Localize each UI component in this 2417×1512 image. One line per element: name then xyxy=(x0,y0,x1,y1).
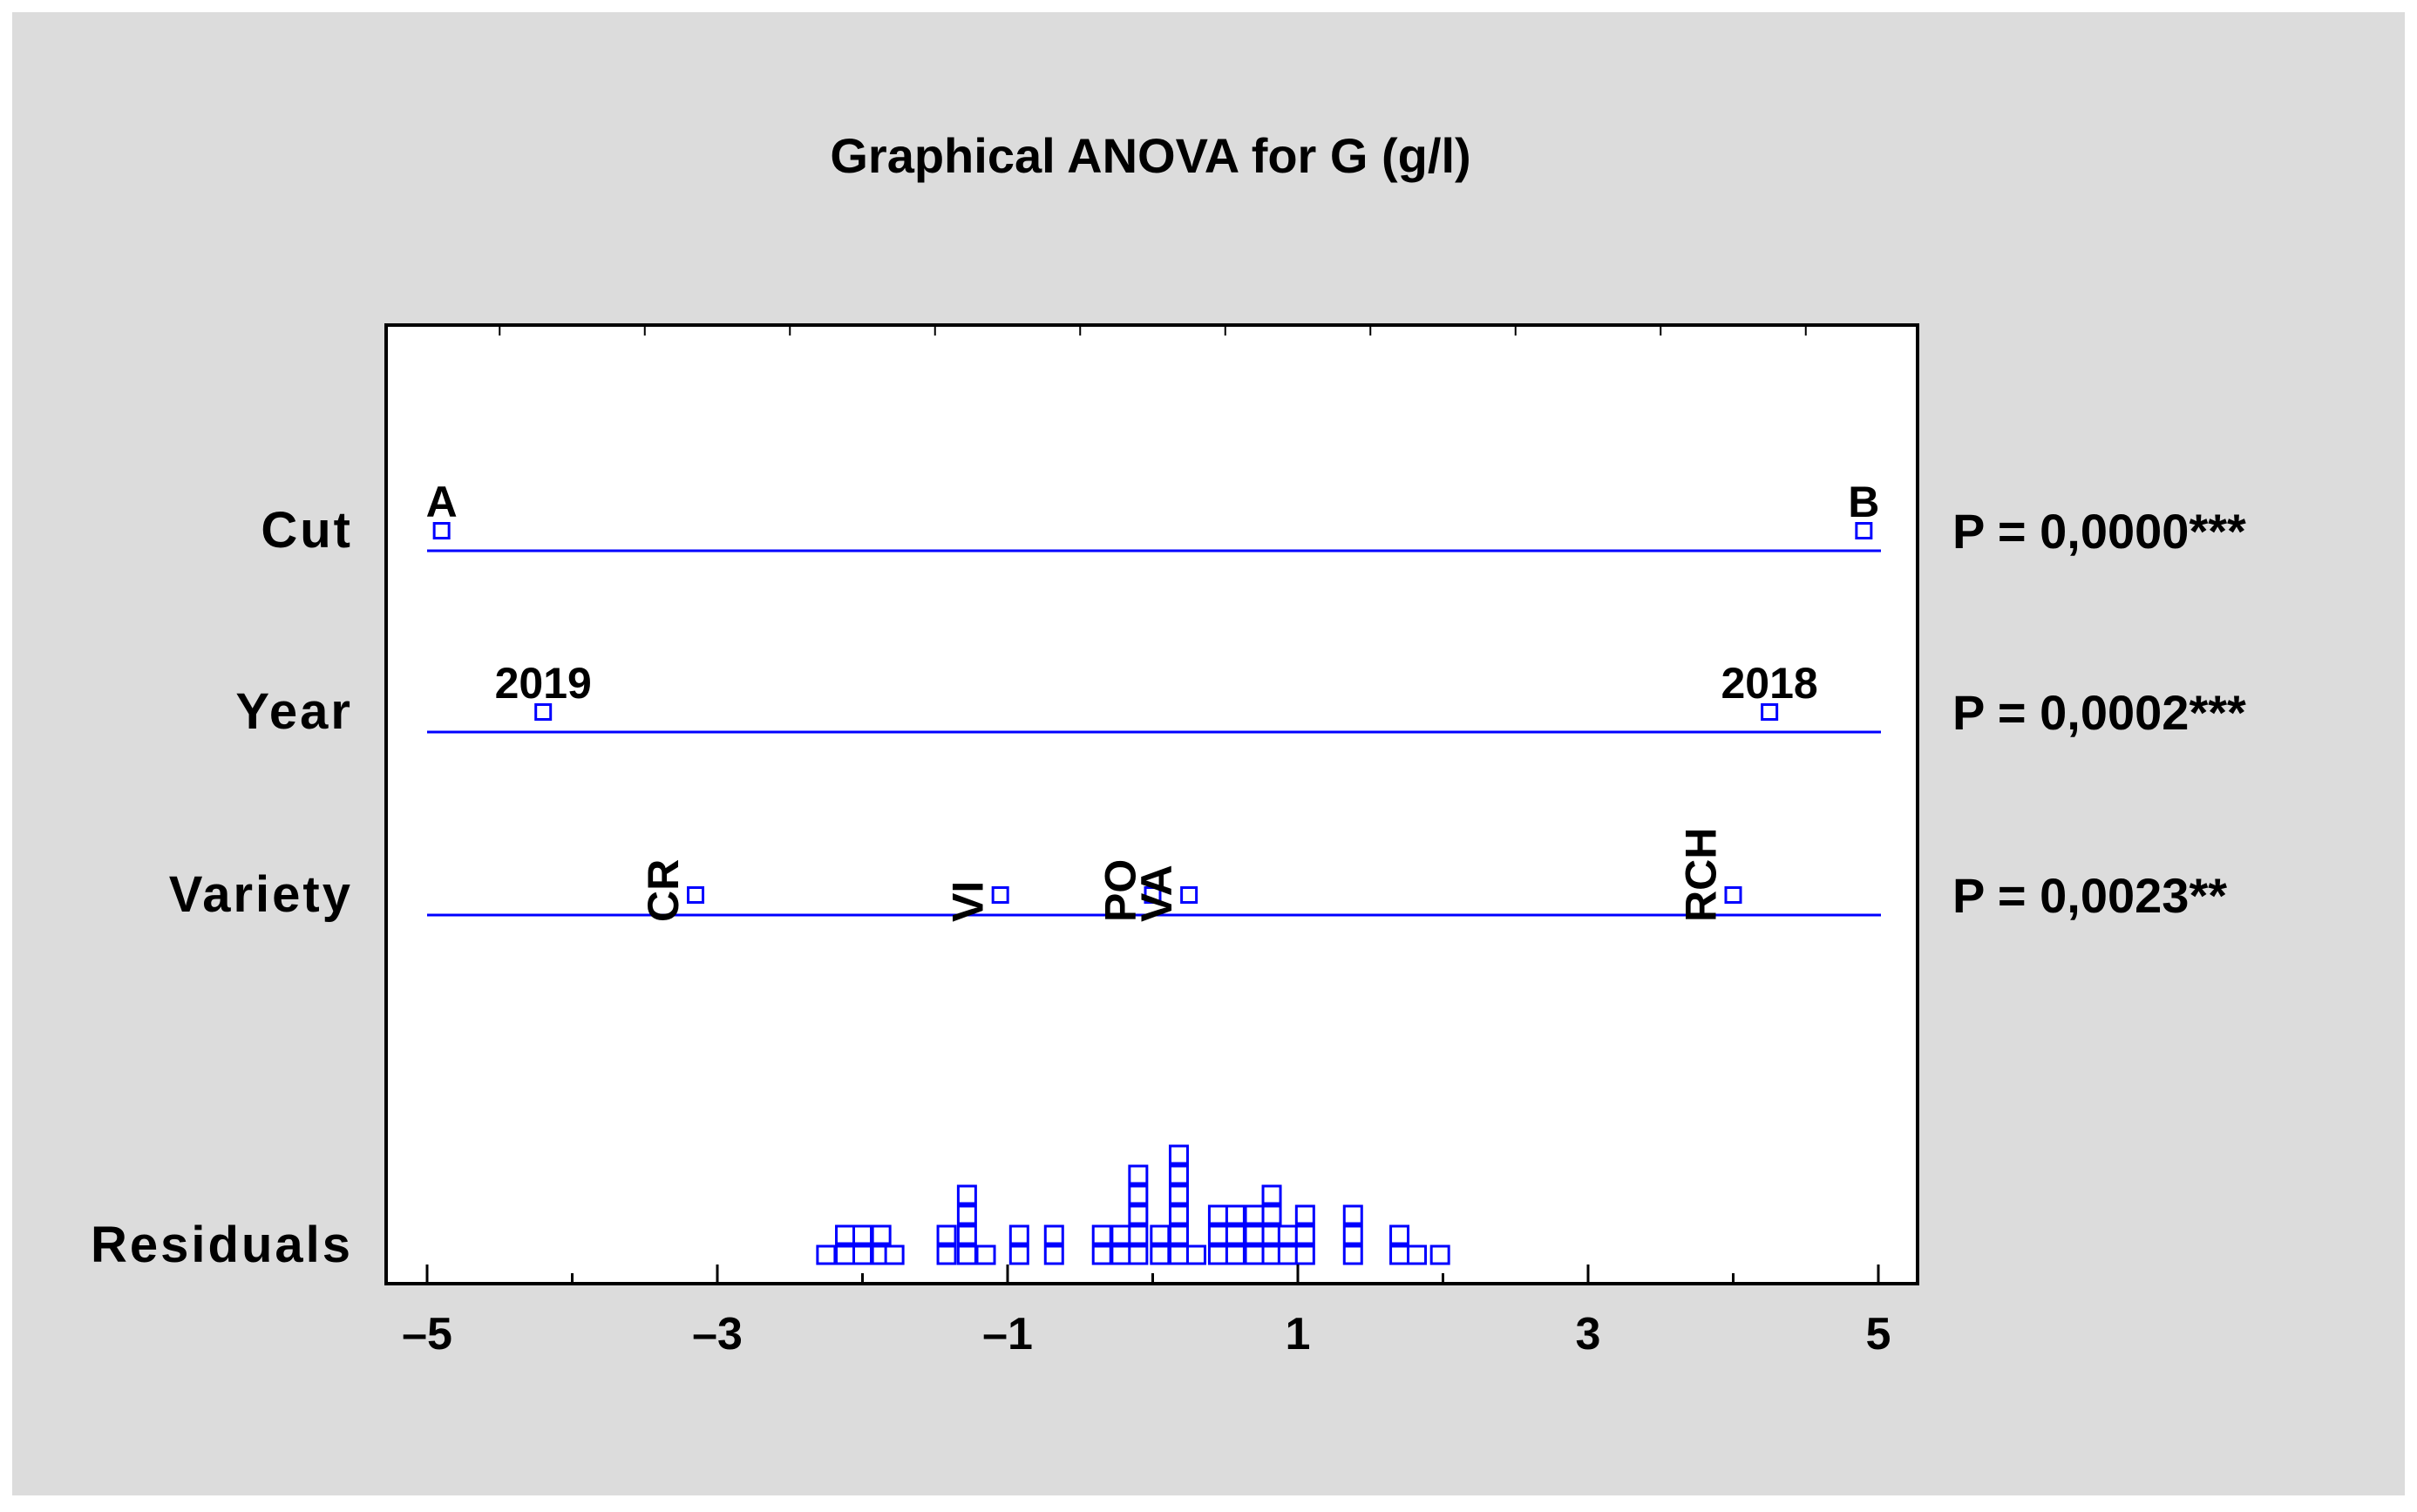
residual-marker xyxy=(1110,1244,1131,1265)
residual-marker xyxy=(1407,1244,1428,1265)
level-marker-variety-po xyxy=(1144,886,1162,904)
residual-marker xyxy=(1207,1244,1228,1265)
residual-marker xyxy=(1128,1204,1149,1225)
residual-marker xyxy=(1342,1244,1363,1265)
level-label-variety-vi: VI xyxy=(944,881,993,922)
residual-marker xyxy=(1277,1224,1298,1245)
residual-marker xyxy=(816,1244,837,1265)
residual-marker xyxy=(1185,1244,1206,1265)
residual-marker xyxy=(956,1244,977,1265)
residual-marker xyxy=(1043,1224,1064,1245)
residual-marker xyxy=(1168,1144,1189,1165)
residual-marker xyxy=(1168,1184,1189,1205)
level-marker-variety-vi xyxy=(991,886,1009,904)
level-marker-variety-rch xyxy=(1724,886,1742,904)
x-tick-label: 1 xyxy=(1286,1309,1311,1359)
p-value-variety: P = 0,0023** xyxy=(1952,868,2227,923)
residual-marker xyxy=(1168,1224,1189,1245)
level-label-year-2018: 2018 xyxy=(1721,659,1818,708)
level-label-cut-b: B xyxy=(1848,478,1879,526)
residual-marker xyxy=(1168,1164,1189,1185)
residual-marker xyxy=(1128,1184,1149,1205)
residual-marker xyxy=(1168,1204,1189,1225)
residual-marker xyxy=(1008,1224,1029,1245)
x-axis: –5 –3 –1 1 3 5 xyxy=(402,325,1891,1359)
level-label-variety-va: VA xyxy=(1132,864,1181,922)
level-label-variety-rch: RCH xyxy=(1677,828,1726,922)
x-tick-label: 3 xyxy=(1576,1309,1601,1359)
level-label-cut-a: A xyxy=(426,478,458,526)
residual-marker xyxy=(936,1224,957,1245)
residual-marker xyxy=(852,1244,872,1265)
residual-marker xyxy=(1277,1244,1298,1265)
residual-marker xyxy=(1091,1224,1112,1245)
residual-marker xyxy=(1294,1204,1315,1225)
level-marker-cut-a xyxy=(432,522,451,539)
residual-marker xyxy=(1207,1224,1228,1245)
plot-area xyxy=(384,323,1919,1285)
residual-marker xyxy=(1261,1184,1282,1205)
factor-label-cut: Cut xyxy=(261,502,353,559)
residual-marker xyxy=(975,1244,996,1265)
residual-marker xyxy=(1043,1244,1064,1265)
p-value-cut: P = 0,0000*** xyxy=(1952,504,2246,559)
factor-label-residuals: Residuals xyxy=(91,1217,353,1273)
residual-marker xyxy=(1389,1224,1410,1245)
residual-marker xyxy=(835,1224,856,1245)
residual-marker xyxy=(956,1224,977,1245)
residual-marker xyxy=(852,1224,872,1245)
level-marker-variety-cr xyxy=(687,886,705,904)
residual-marker xyxy=(1429,1244,1450,1265)
x-tick-label: –3 xyxy=(692,1309,743,1359)
residual-marker xyxy=(1244,1244,1265,1265)
level-label-variety-cr: CR xyxy=(639,859,688,922)
residual-marker xyxy=(1342,1224,1363,1245)
x-tick-label: –5 xyxy=(402,1309,452,1359)
residual-marker xyxy=(1294,1224,1315,1245)
residual-marker xyxy=(1389,1244,1410,1265)
residual-marker xyxy=(1168,1244,1189,1265)
level-marker-year-2019 xyxy=(534,703,553,721)
residual-marker xyxy=(1261,1204,1282,1225)
residual-marker xyxy=(956,1184,977,1205)
residual-marker xyxy=(1150,1224,1171,1245)
residual-marker xyxy=(1244,1204,1265,1225)
residual-marker xyxy=(1225,1244,1246,1265)
level-label-variety-po: PO xyxy=(1096,859,1145,922)
residual-marker xyxy=(1225,1204,1246,1225)
factor-label-year: Year xyxy=(235,683,353,740)
residual-marker xyxy=(1091,1244,1112,1265)
residual-dotplot: Residuals xyxy=(91,1144,1450,1273)
residual-marker xyxy=(936,1244,957,1265)
chart-title: Graphical ANOVA for G (g/l) xyxy=(830,128,1470,183)
residual-marker xyxy=(1110,1224,1131,1245)
residual-marker xyxy=(1294,1244,1315,1265)
x-tick-label: –1 xyxy=(982,1309,1033,1359)
p-value-year: P = 0,0002*** xyxy=(1952,685,2246,740)
residual-marker xyxy=(1128,1164,1149,1185)
residual-marker xyxy=(1128,1224,1149,1245)
residual-marker xyxy=(1342,1204,1363,1225)
residual-marker xyxy=(1225,1224,1246,1245)
residual-marker xyxy=(1244,1224,1265,1245)
residual-marker xyxy=(1128,1244,1149,1265)
level-marker-year-2018 xyxy=(1761,703,1779,721)
factor-label-variety: Variety xyxy=(169,866,353,923)
residual-marker xyxy=(1150,1244,1171,1265)
residual-marker xyxy=(884,1244,905,1265)
factor-rows: Cut A B P = 0,0000*** Year 2019 2018 P = 0,0002… xyxy=(169,478,2246,923)
level-marker-cut-b xyxy=(1855,522,1873,539)
level-label-year-2019: 2019 xyxy=(495,659,592,708)
residual-marker xyxy=(1207,1204,1228,1225)
residual-marker xyxy=(871,1224,892,1245)
residual-marker xyxy=(1008,1244,1029,1265)
residual-marker xyxy=(835,1244,856,1265)
level-marker-variety-va xyxy=(1180,886,1198,904)
x-tick-label: 5 xyxy=(1866,1309,1891,1359)
residual-marker xyxy=(956,1204,977,1225)
